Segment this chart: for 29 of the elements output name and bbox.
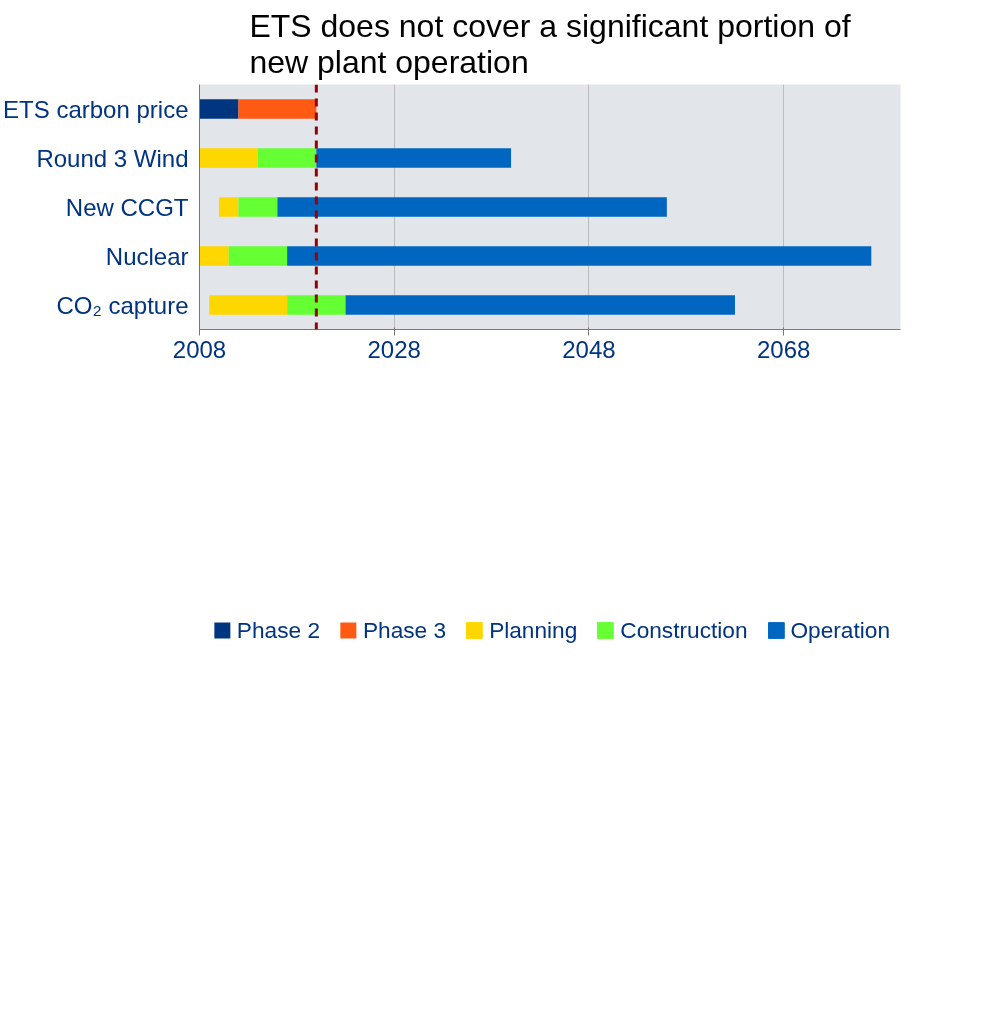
bar (199, 246, 229, 266)
y-tick-label: Nuclear (105, 242, 189, 270)
legend-label: Phase 3 (362, 616, 447, 644)
bar (209, 295, 288, 315)
bar (199, 99, 239, 119)
x-tick-label: 2008 (172, 335, 227, 363)
bar (316, 148, 512, 168)
legend-label: Construction (620, 616, 748, 644)
y-tick-label: CO₂ capture (56, 291, 189, 319)
bar (218, 197, 239, 217)
bar (345, 295, 735, 315)
chart-title: ETS does not cover a significant portion of new plant operation (249, 7, 851, 80)
y-tick-label: New CCGT (65, 193, 189, 221)
legend-label: Phase 2 (236, 616, 320, 644)
bar (199, 148, 258, 168)
legend-label: Planning (489, 616, 578, 644)
y-tick-label: Round 3 Wind (36, 144, 189, 172)
bar (277, 197, 667, 217)
y-tick-label: ETS carbon price (3, 95, 189, 123)
bar (228, 246, 288, 266)
x-tick-label: 2068 (756, 335, 811, 363)
bar (287, 295, 346, 315)
bar (238, 197, 278, 217)
x-tick-label: 2028 (367, 335, 421, 363)
bar (257, 148, 317, 168)
bar (287, 246, 872, 266)
legend-label: Operation (790, 616, 890, 644)
x-tick-label: 2048 (562, 335, 616, 363)
bar (238, 99, 317, 119)
